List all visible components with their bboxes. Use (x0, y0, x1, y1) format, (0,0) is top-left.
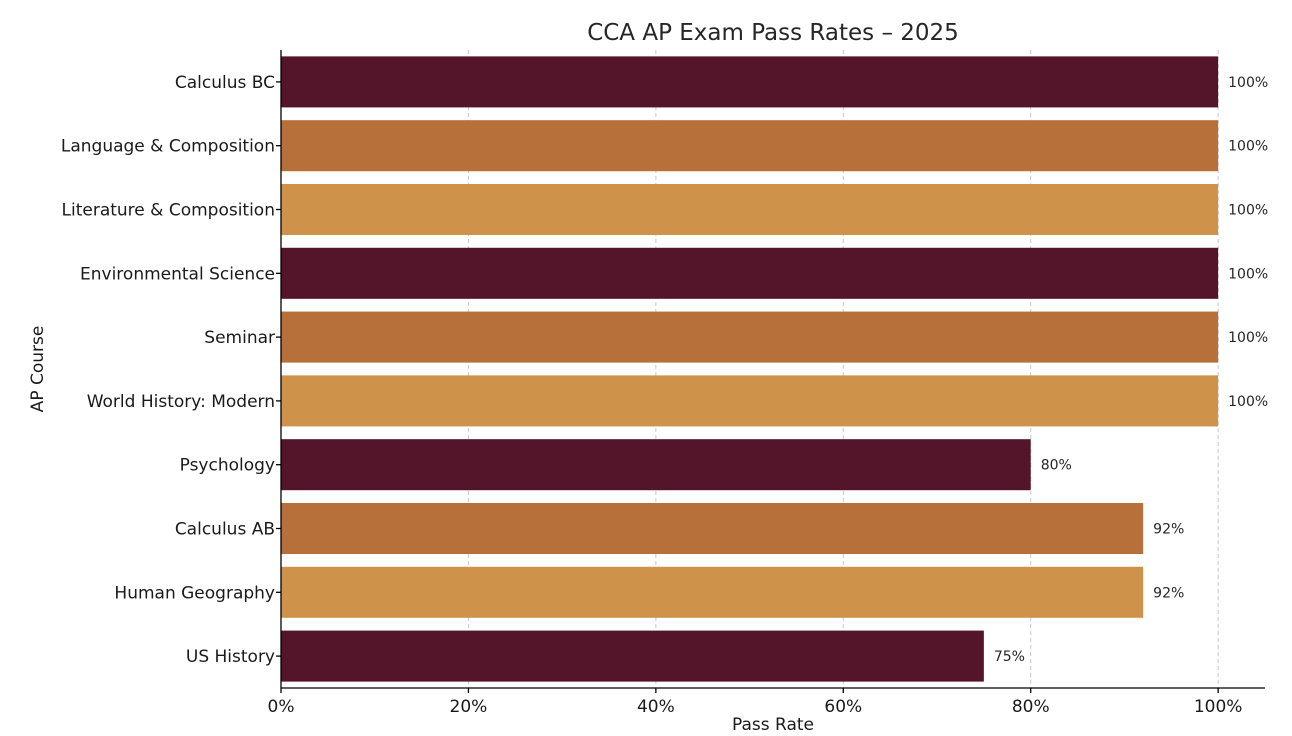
category-label: Human Geography (114, 583, 275, 603)
data-label: 92% (1153, 585, 1184, 601)
category-label: Calculus BC (175, 73, 275, 93)
bar (281, 439, 1031, 491)
data-label: 75% (994, 649, 1025, 665)
category-label: Seminar (204, 328, 275, 348)
bars (281, 56, 1219, 682)
y-axis-title: AP Course (28, 326, 48, 413)
x-tick-label: 20% (450, 697, 488, 717)
x-tick-label: 100% (1194, 697, 1243, 717)
x-tick-label: 60% (824, 697, 862, 717)
data-label: 100% (1228, 203, 1268, 219)
bar (281, 630, 984, 682)
bar (281, 120, 1219, 172)
bar (281, 311, 1219, 363)
data-label: 100% (1228, 139, 1268, 155)
chart-title: CCA AP Exam Pass Rates – 2025 (587, 20, 959, 46)
data-label: 92% (1153, 522, 1184, 538)
x-tick-label: 80% (1012, 697, 1050, 717)
data-label: 100% (1228, 394, 1268, 410)
category-label: Calculus AB (175, 520, 275, 540)
bar (281, 247, 1219, 299)
data-label: 80% (1041, 458, 1072, 474)
axes: 0% 20% 40% 60% 80% 100% (268, 50, 1265, 717)
bar (281, 56, 1219, 108)
category-label: Literature & Composition (62, 201, 275, 221)
data-label: 100% (1228, 266, 1268, 282)
x-tick-label: 40% (637, 697, 675, 717)
bar (281, 375, 1219, 427)
x-tick-label: 0% (268, 697, 295, 717)
category-label: World History: Modern (87, 392, 275, 412)
bar (281, 502, 1144, 555)
category-label: Environmental Science (80, 264, 275, 284)
x-axis-title: Pass Rate (732, 715, 814, 732)
category-label: US History (186, 647, 275, 667)
bar (281, 566, 1144, 618)
data-label: 100% (1228, 330, 1268, 346)
data-label: 100% (1228, 75, 1268, 91)
bar (281, 183, 1219, 236)
labels: Calculus BC 100% Language & Composition 100… (61, 73, 1268, 667)
category-label: Language & Composition (61, 137, 275, 157)
category-label: Psychology (180, 456, 275, 476)
